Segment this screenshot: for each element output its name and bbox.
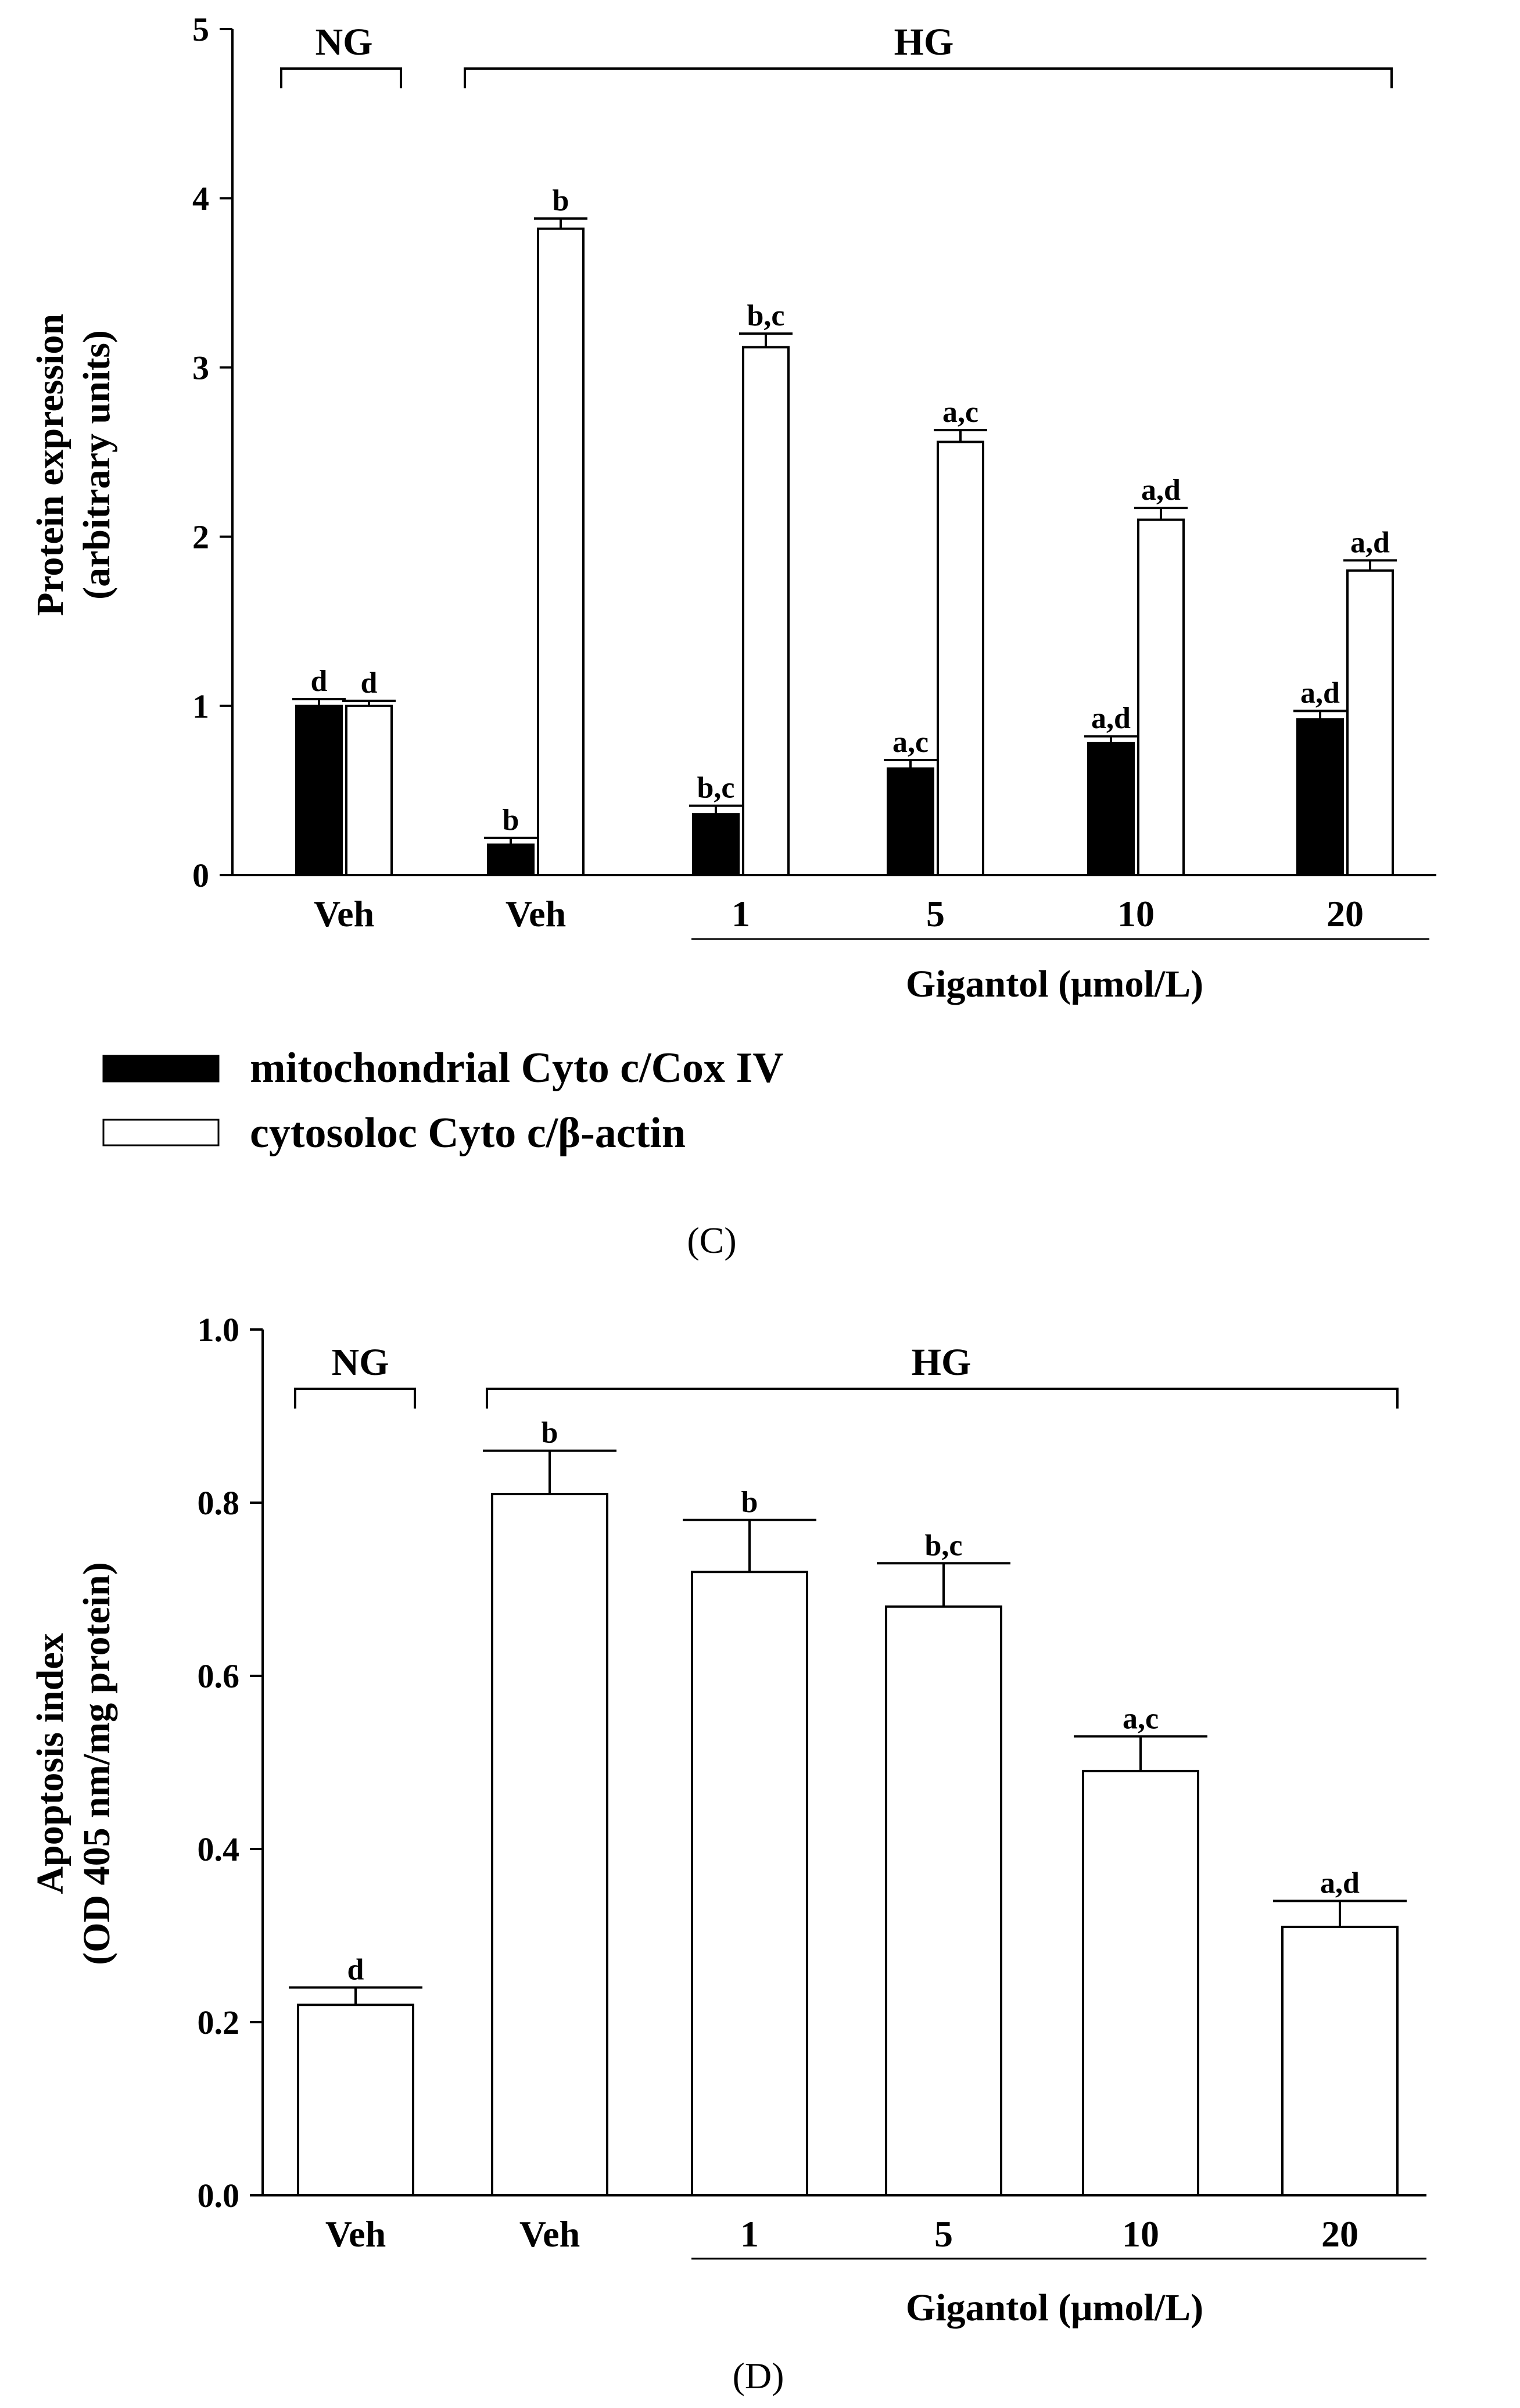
legend-label-mitochondrial: mitochondrial Cyto c/Cox IV [250, 1044, 784, 1092]
chart-d-axes: 0.0 0.2 0.4 0.6 0.8 1.0 Veh Veh 1 5 10 20 [198, 1311, 1426, 2260]
chart-d-y-tick-label: 0.2 [198, 2004, 240, 2041]
chart-d-x-tick-label: 1 [740, 2213, 759, 2255]
chart-d-x-tick-label: 10 [1122, 2213, 1159, 2255]
chart-c-x-tick-label: Veh [506, 893, 566, 934]
chart-d-y-tick-label: 0.0 [198, 2177, 240, 2214]
chart-d-group-ng: NG [332, 1341, 389, 1384]
chart-d-bracket-hg [486, 1388, 1399, 1409]
chart-d-sig-label: b,c [925, 1529, 963, 1562]
chart-c-group-hg: HG [894, 21, 954, 63]
chart-c-bar [937, 440, 984, 876]
chart-d-xlabel: Gigantol (μmol/L) [906, 2287, 1203, 2329]
chart-d-y-tick-label: 0.8 [198, 1484, 240, 1522]
chart-c-y-tick-label: 3 [192, 349, 209, 386]
chart-c-sig-label: a,d [1350, 526, 1390, 559]
chart-d-bar [297, 2004, 414, 2196]
chart-c-sig-label: a,d [1141, 474, 1181, 507]
chart-c-xlabel: Gigantol (μmol/L) [906, 963, 1203, 1005]
chart-d-y-tick-label: 1.0 [198, 1311, 240, 1349]
chart-d-x-tick-label: Veh [519, 2213, 580, 2255]
legend-swatch-mitochondrial [102, 1055, 220, 1083]
chart-d-sig-label: b [542, 1417, 558, 1450]
chart-d: 0.0 0.2 0.4 0.6 0.8 1.0 Veh Veh 1 5 10 20 d b b b,c a,c… [29, 1311, 1426, 2396]
chart-c-bar [742, 346, 790, 876]
chart-d-group-hg: HG [912, 1341, 971, 1384]
chart-c-bracket-hg [464, 67, 1393, 88]
chart-d-bar [1281, 1926, 1399, 2197]
chart-c-bar [692, 813, 740, 876]
chart-c-sig-label: b,c [747, 299, 785, 332]
chart-d-bracket-ng [294, 1388, 416, 1409]
chart-d-sig-label: b [741, 1486, 758, 1519]
panel-label-d: (D) [733, 2355, 784, 2396]
chart-c-sig-label: d [361, 666, 378, 700]
chart-d-bar [1082, 1769, 1199, 2196]
chart-c-sig-label: b [503, 804, 519, 837]
chart-c-x-tick-label: 20 [1327, 893, 1364, 934]
chart-d-bar [691, 1571, 808, 2196]
chart-d-bar [491, 1493, 608, 2197]
chart-d-x-tick-label: Veh [325, 2213, 386, 2255]
chart-d-y-tick-label: 0.4 [198, 1830, 240, 1868]
chart-c-sig-label: b [553, 184, 569, 217]
chart-c-axes: 0 1 2 3 4 5 Veh Veh 1 5 10 20 [192, 10, 1436, 940]
chart-c-bracket-ng [280, 67, 402, 88]
chart-c-y-tick-label: 5 [192, 10, 209, 48]
chart-d-sig-label: d [347, 1953, 364, 1986]
chart-d-x-tick-label: 20 [1321, 2213, 1358, 2255]
chart-d-x-tick-label: 5 [934, 2213, 953, 2255]
chart-c-bar [1137, 518, 1185, 876]
chart-c-bar [345, 704, 393, 877]
chart-c-x-tick-label: Veh [314, 893, 374, 934]
chart-c-ylabel-line1: Protein expression [29, 314, 71, 616]
chart-d-y-tick-label: 0.6 [198, 1657, 240, 1695]
chart-c-bar [295, 704, 343, 877]
chart-d-bar [885, 1605, 1002, 2197]
chart-c-y-tick-label: 1 [192, 687, 209, 725]
chart-c-ylabel-line2: (arbitrary units) [76, 330, 118, 600]
chart-d-ylabel-line1: Apoptosis index [29, 1633, 71, 1894]
chart-c: 0 1 2 3 4 5 Veh Veh 1 5 10 20 d b b,c a,c a,d a,d d b b,c a,… [29, 10, 1436, 1261]
chart-c-sig-label: a,c [942, 396, 978, 429]
chart-c-group-ng: NG [316, 21, 373, 63]
chart-c-sig-label: a,c [892, 726, 929, 759]
chart-c-y-tick-label: 0 [192, 857, 209, 894]
chart-c-bar [1296, 718, 1344, 876]
chart-c-x-tick-label: 5 [926, 893, 945, 934]
chart-d-ylabel-line2: (OD 405 nm/mg protein) [76, 1562, 118, 1965]
chart-c-sig-label: a,d [1300, 677, 1340, 710]
chart-c-bar [487, 843, 535, 876]
legend-swatch-cytosolic [102, 1119, 220, 1146]
chart-d-sig-label: a,c [1123, 1702, 1159, 1735]
chart-c-bars: d b b,c a,c a,d a,d d b b,c a,c a,d a,d [292, 184, 1397, 877]
chart-c-bar [887, 767, 934, 876]
chart-c-y-tick-label: 2 [192, 518, 209, 556]
chart-c-sig-label: b,c [697, 772, 735, 805]
chart-d-bars: d b b b,c a,c a,d [289, 1417, 1407, 2197]
legend-label-cytosolic: cytosoloc Cyto c/β-actin [250, 1109, 686, 1157]
chart-c-sig-label: d [311, 665, 328, 698]
chart-c-x-tick-label: 10 [1117, 893, 1155, 934]
chart-c-bar [1087, 741, 1135, 877]
chart-c-sig-label: a,d [1091, 702, 1131, 735]
chart-c-x-tick-label: 1 [732, 893, 750, 934]
chart-c-bar [1346, 569, 1394, 876]
chart-c-y-tick-label: 4 [192, 180, 209, 217]
chart-d-sig-label: a,d [1320, 1866, 1360, 1900]
chart-c-bar [537, 227, 585, 877]
panel-label-c: (C) [687, 1220, 736, 1261]
